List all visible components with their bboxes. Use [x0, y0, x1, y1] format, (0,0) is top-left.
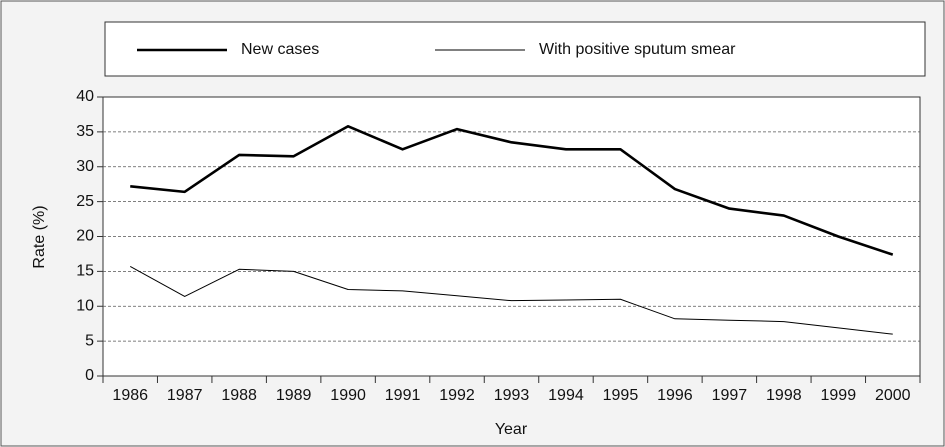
legend-box	[104, 21, 926, 77]
x-tick-label: 1986	[112, 387, 148, 404]
x-tick-label: 1998	[766, 387, 802, 404]
x-tick-label: 1994	[548, 387, 584, 404]
x-tick-label: 2000	[875, 387, 911, 404]
y-tick-label: 0	[85, 367, 94, 384]
y-tick-label: 5	[85, 332, 94, 349]
y-tick-label: 10	[76, 297, 94, 314]
y-tick-label: 25	[76, 193, 94, 210]
x-tick-label: 1997	[712, 387, 748, 404]
x-tick-label: 1991	[385, 387, 421, 404]
x-tick-label: 1992	[439, 387, 475, 404]
x-tick-label: 1989	[276, 387, 312, 404]
y-tick-label: 15	[76, 263, 94, 280]
series-line	[129, 266, 893, 335]
x-tick-label: 1988	[221, 387, 257, 404]
y-tick-label: 35	[76, 123, 94, 140]
legend-label: New cases	[241, 41, 319, 58]
x-tick-label: 1995	[603, 387, 639, 404]
x-axis-label: Year	[495, 421, 528, 438]
series-line	[130, 124, 894, 256]
y-tick-label: 40	[76, 88, 94, 105]
legend-label: With positive sputum smear	[539, 41, 736, 58]
x-tick-label: 1987	[167, 387, 203, 404]
x-tick-label: 1996	[657, 387, 693, 404]
y-tick-label: 30	[76, 158, 94, 175]
x-tick-label: 1999	[821, 387, 857, 404]
x-tick-label: 1993	[494, 387, 530, 404]
x-tick-label: 1990	[330, 387, 366, 404]
y-tick-label: 20	[76, 228, 94, 245]
y-axis-label: Rate (%)	[31, 205, 48, 268]
